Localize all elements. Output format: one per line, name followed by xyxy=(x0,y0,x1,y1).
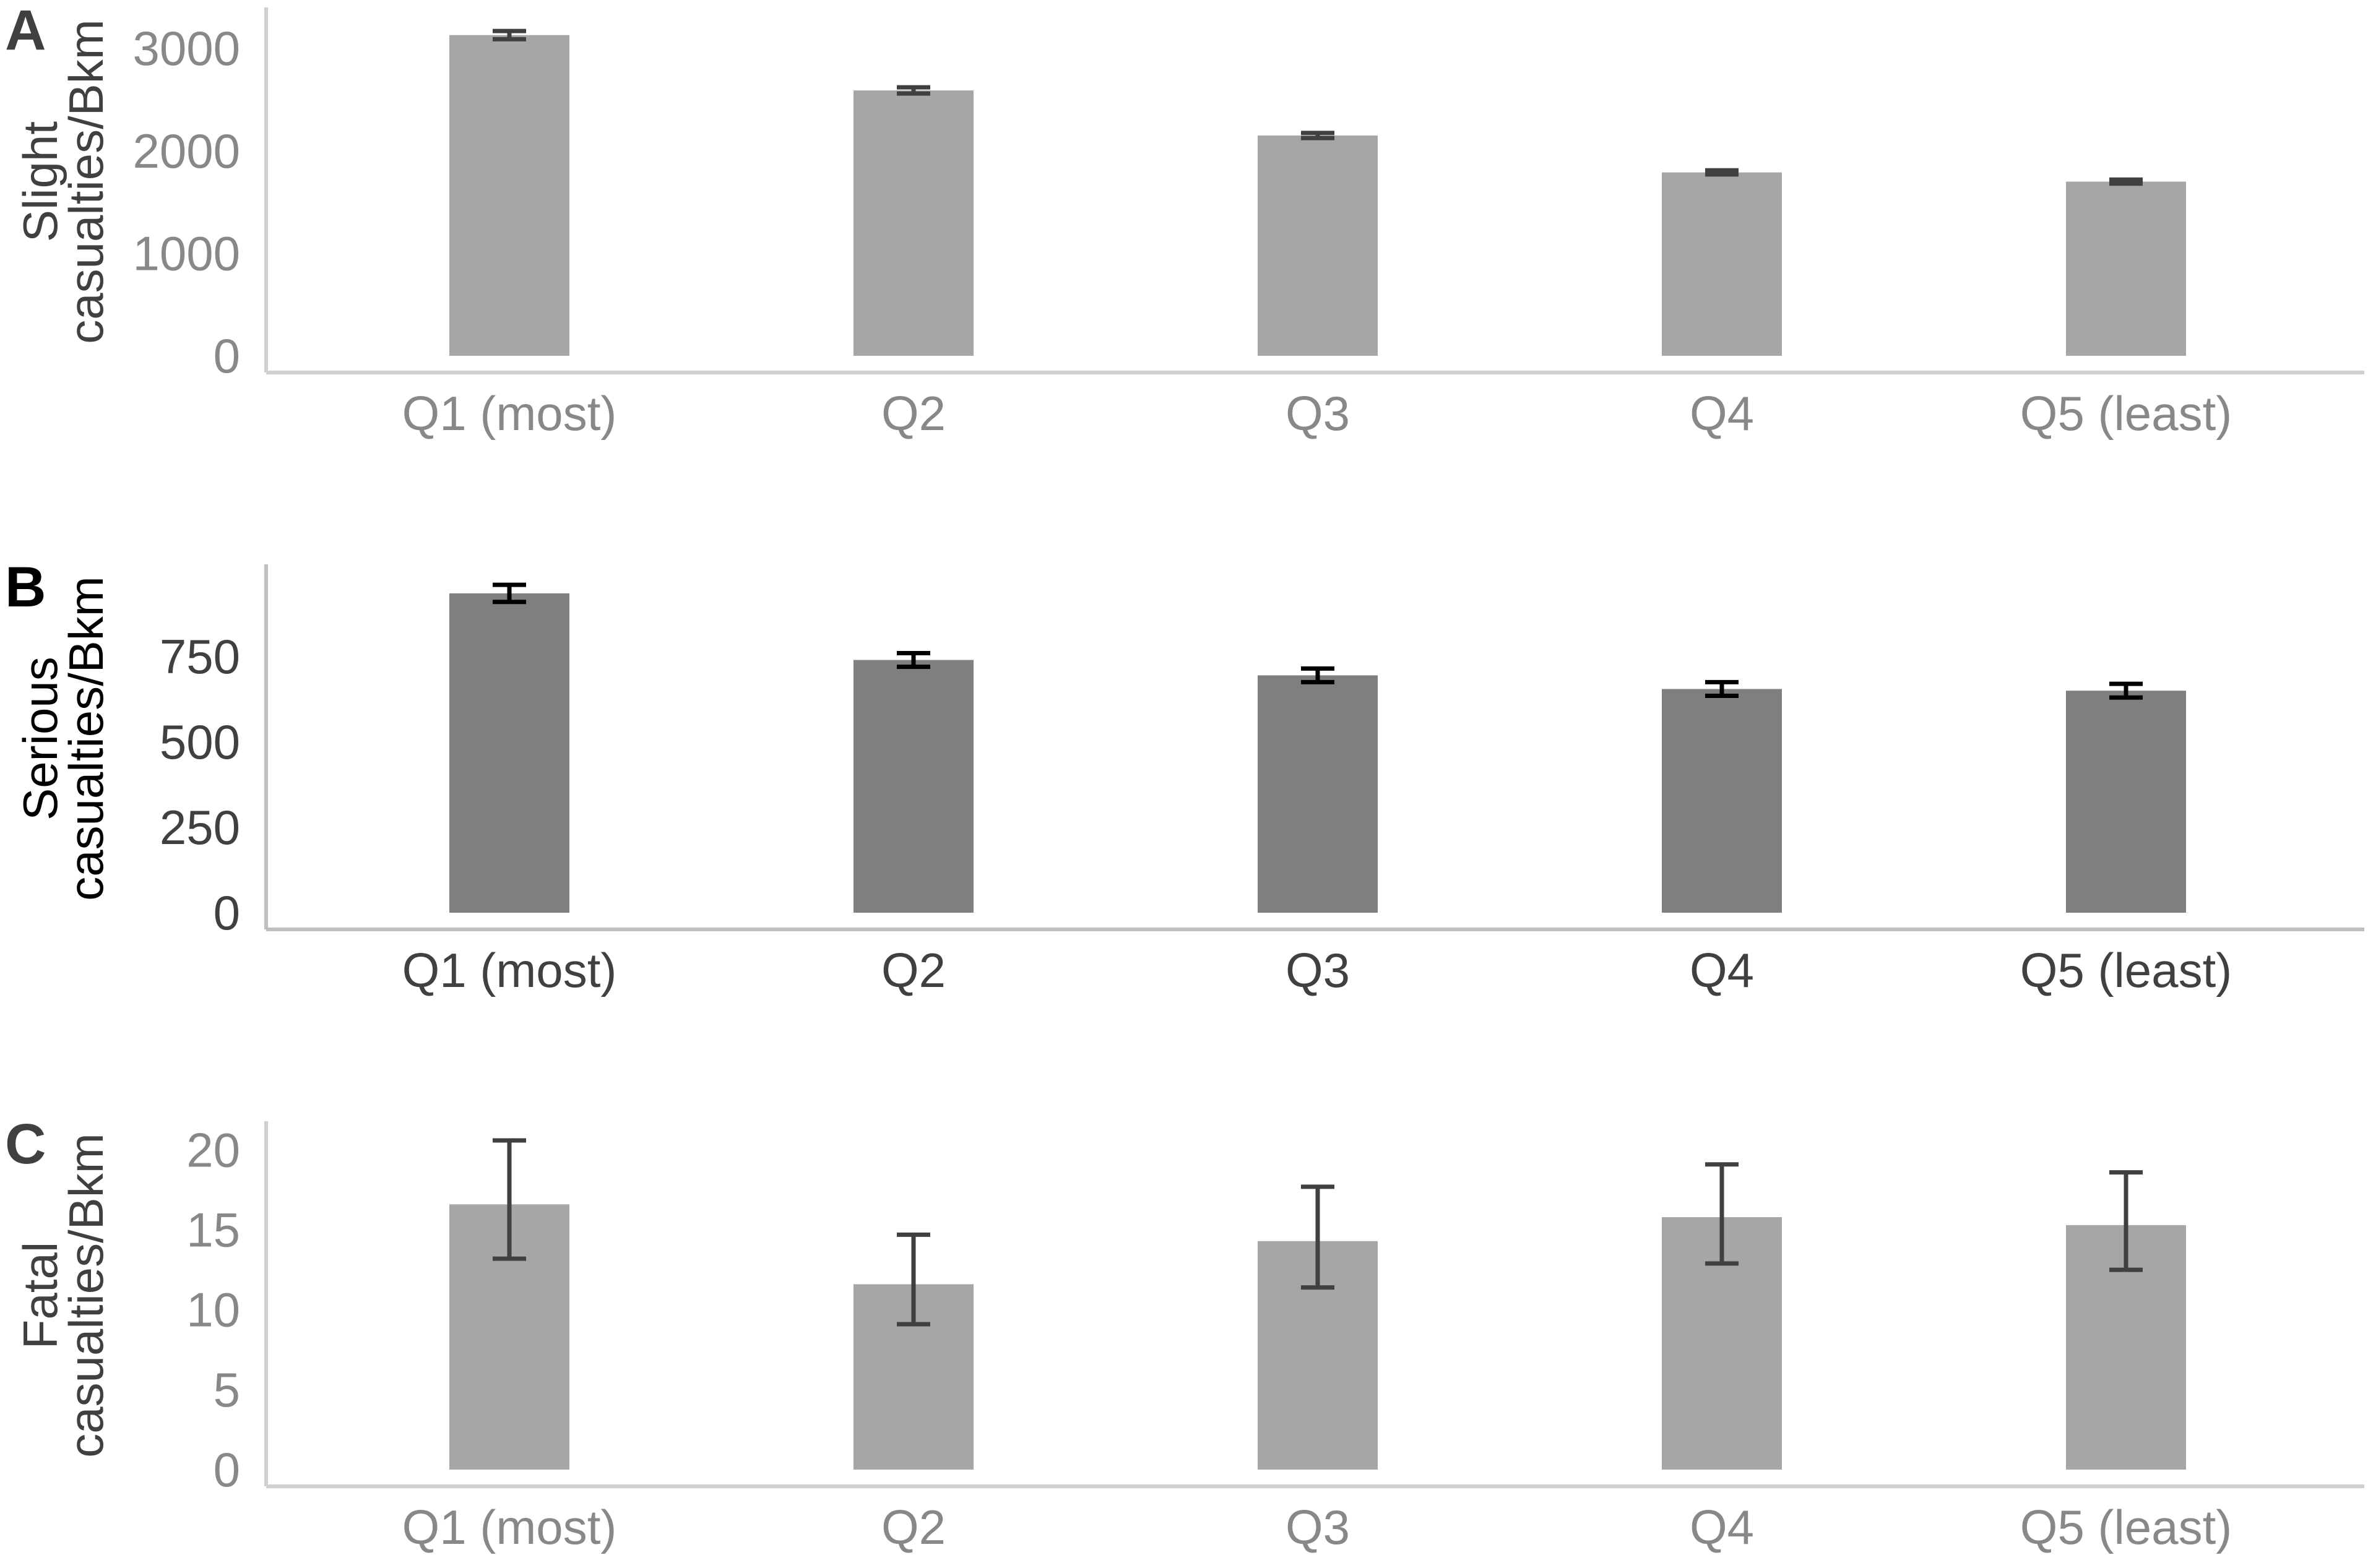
y-tick-label: 15 xyxy=(186,1203,240,1257)
bar xyxy=(449,35,569,356)
y-tick-label: 0 xyxy=(214,329,240,383)
bar xyxy=(853,660,974,913)
x-tick-label: Q1 (most) xyxy=(402,386,617,441)
x-tick-label: Q4 xyxy=(1690,386,1754,441)
x-tick-label: Q3 xyxy=(1286,943,1350,997)
x-tick-label: Q2 xyxy=(881,943,946,997)
y-tick-label: 3000 xyxy=(132,21,240,75)
y-tick-label: 5 xyxy=(214,1363,240,1417)
y-tick-label: 250 xyxy=(160,800,240,855)
y-axis-title: Fatalcasualties/Bkm xyxy=(13,1133,113,1458)
bar xyxy=(1662,689,1782,913)
y-axis-title: Slightcasualties/Bkm xyxy=(13,19,113,344)
y-axis-title-line: casualties/Bkm xyxy=(59,1133,113,1458)
panel-letter: C xyxy=(5,1113,46,1176)
x-tick-label: Q4 xyxy=(1690,943,1754,997)
y-tick-label: 0 xyxy=(214,1442,240,1497)
y-axis-title-line: casualties/Bkm xyxy=(59,19,113,344)
panel-letter: B xyxy=(5,556,46,619)
panel-letter: A xyxy=(5,0,46,62)
y-axis-title: Seriouscasualties/Bkm xyxy=(13,576,113,901)
bar xyxy=(1258,675,1378,913)
x-tick-label: Q5 (least) xyxy=(2020,1500,2232,1554)
bar xyxy=(449,593,569,913)
y-axis-title-line: Serious xyxy=(13,657,67,820)
x-tick-label: Q2 xyxy=(881,386,946,441)
x-tick-label: Q1 (most) xyxy=(402,1500,617,1554)
x-tick-label: Q4 xyxy=(1690,1500,1754,1554)
bar xyxy=(2066,691,2186,913)
y-axis-title-line: Fatal xyxy=(13,1242,67,1349)
bar xyxy=(1258,135,1378,356)
y-axis-title-line: Slight xyxy=(13,121,67,242)
x-tick-label: Q1 (most) xyxy=(402,943,617,997)
y-tick-label: 20 xyxy=(186,1122,240,1177)
x-tick-label: Q5 (least) xyxy=(2020,386,2232,441)
bar xyxy=(1662,172,1782,356)
x-tick-label: Q2 xyxy=(881,1500,946,1554)
bar xyxy=(2066,181,2186,356)
y-tick-label: 0 xyxy=(214,885,240,940)
y-tick-label: 2000 xyxy=(132,124,240,178)
y-tick-label: 1000 xyxy=(132,226,240,280)
x-tick-label: Q3 xyxy=(1286,386,1350,441)
y-tick-label: 10 xyxy=(186,1283,240,1337)
y-tick-label: 750 xyxy=(160,629,240,684)
y-tick-label: 500 xyxy=(160,715,240,769)
x-tick-label: Q5 (least) xyxy=(2020,943,2232,997)
x-tick-label: Q3 xyxy=(1286,1500,1350,1554)
y-axis-title-line: casualties/Bkm xyxy=(59,576,113,901)
bar xyxy=(853,90,974,356)
